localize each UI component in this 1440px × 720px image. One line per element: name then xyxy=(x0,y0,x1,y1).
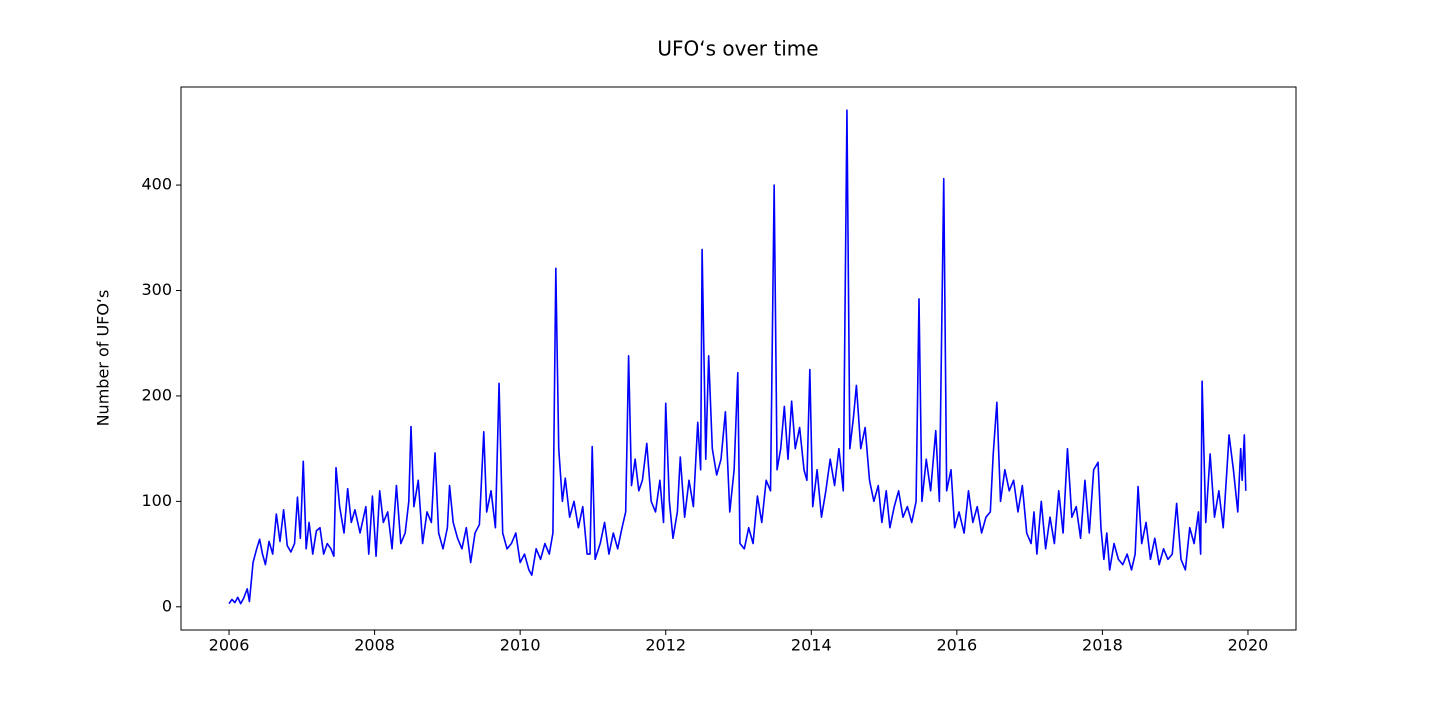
x-tick-label: 2016 xyxy=(936,636,977,655)
x-tick-label: 2018 xyxy=(1082,636,1123,655)
y-tick-label: 100 xyxy=(141,491,172,510)
y-axis-label: Number of UFO‘s xyxy=(94,290,113,427)
chart-title: UFO‘s over time xyxy=(657,37,818,61)
y-tick-label: 0 xyxy=(162,596,172,615)
x-tick-label: 2012 xyxy=(645,636,686,655)
y-tick-label: 200 xyxy=(141,385,172,404)
data-line xyxy=(228,109,1247,605)
x-tick-label: 2020 xyxy=(1228,636,1269,655)
plot-area: 0 100 200 300 400 2006 2008 2010 2012 2014 2016 201… xyxy=(141,109,1269,655)
x-tick-label: 2008 xyxy=(354,636,395,655)
y-tick-label: 400 xyxy=(141,175,172,194)
x-tick-label: 2006 xyxy=(209,636,250,655)
axes-frame xyxy=(180,86,1297,631)
y-tick-label: 300 xyxy=(141,280,172,299)
x-tick-label: 2014 xyxy=(791,636,832,655)
x-tick-label: 2010 xyxy=(500,636,541,655)
